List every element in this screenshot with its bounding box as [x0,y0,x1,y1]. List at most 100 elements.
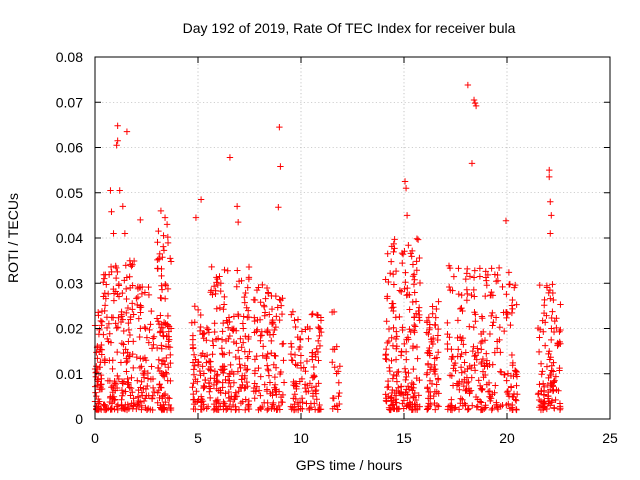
data-point [150,341,157,348]
data-point [294,316,302,323]
data-point [296,378,304,385]
data-point [264,366,272,373]
data-point [512,396,519,403]
data-point [221,266,228,274]
data-point [204,326,212,333]
data-point [271,405,278,412]
data-point [111,396,119,403]
data-point [393,328,400,335]
data-point [190,366,197,373]
data-point [207,363,214,371]
x-tick-label: 0 [91,430,99,446]
data-point [101,290,109,297]
data-point [385,278,392,286]
data-point [108,208,115,215]
x-tick-label: 25 [602,430,618,446]
data-point [425,395,432,402]
data-point [298,328,306,335]
data-point [297,335,304,343]
data-point [201,376,209,384]
data-point [155,255,163,263]
data-point [543,284,551,291]
data-point [509,296,516,304]
data-point [556,367,563,374]
data-point [513,373,521,380]
grid-layer [95,57,610,419]
data-point [166,255,174,262]
data-point [278,310,286,318]
data-point [157,384,164,391]
data-point [314,348,322,356]
data-point [103,314,111,321]
data-point [276,370,284,378]
data-point [107,339,115,346]
data-point [505,400,512,408]
data-point [111,379,118,387]
data-point [472,352,479,359]
data-point [237,335,244,342]
data-point [154,238,161,246]
data-point [161,214,169,221]
data-point [464,81,472,89]
data-point [389,375,397,382]
data-point [93,392,100,400]
data-point [404,383,412,390]
data-point [108,400,116,407]
data-point [259,343,267,350]
data-point [213,279,220,286]
data-point [274,304,281,311]
data-point [94,365,101,373]
data-point [123,295,130,303]
data-point [471,267,478,274]
y-tick-label: 0 [75,411,83,427]
data-point [541,302,548,309]
data-point [432,406,439,413]
data-point [427,363,435,371]
data-point [253,286,261,294]
data-point [254,316,261,324]
data-point [263,386,271,393]
data-point [197,311,204,319]
data-point [456,386,463,393]
data-point [140,397,148,405]
data-point [388,243,396,250]
data-point [493,278,500,285]
data-point [125,326,133,334]
data-point [205,380,213,387]
data-point [393,372,400,380]
data-point [539,368,546,375]
data-point [329,346,337,353]
data-point [548,362,556,369]
data-point [222,337,230,345]
data-point [108,406,116,413]
data-point [240,325,247,332]
data-point [334,406,341,413]
data-point [147,321,154,328]
data-point [430,392,437,400]
data-point [242,289,249,297]
data-point [536,334,543,341]
data-point [434,375,442,382]
data-point [133,353,140,361]
data-point [163,354,170,362]
data-point [470,286,477,294]
data-point [435,403,442,410]
data-point [138,363,145,370]
data-point [239,381,246,389]
data-point [243,378,251,386]
data-point [313,396,320,403]
data-point [386,406,393,413]
data-point [233,283,240,290]
data-point [384,250,391,258]
data-point [537,360,545,367]
data-point [403,212,411,219]
data-point [402,376,409,384]
data-point [471,293,478,300]
data-point [315,323,322,331]
data-point [275,204,282,211]
data-point [232,353,239,361]
data-point [292,406,300,413]
data-point [166,395,173,402]
data-point [546,166,553,174]
